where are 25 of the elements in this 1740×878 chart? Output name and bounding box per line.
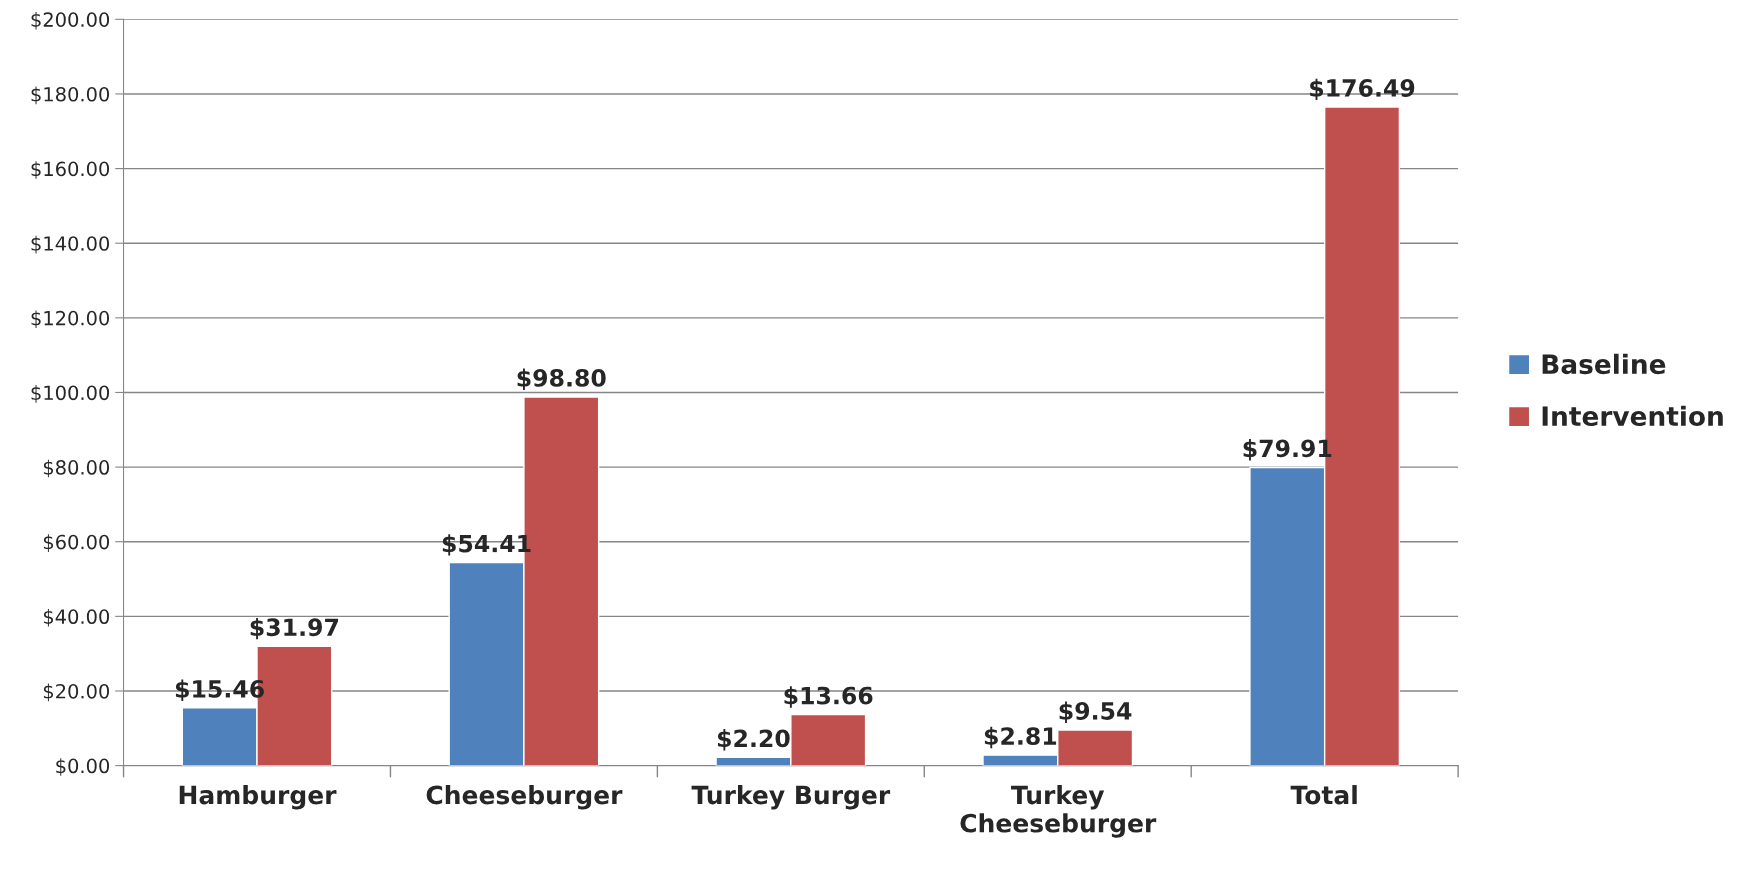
y-tick-label: $100.00 (31, 385, 110, 403)
y-tick-label: $180.00 (31, 86, 110, 105)
x-tick-label: Cheeseburger (426, 785, 623, 810)
y-tick-label: $200.00 (31, 11, 110, 30)
y-tick-label: $20.00 (43, 683, 110, 702)
y-tick-label: $160.00 (31, 161, 110, 179)
data-label: $9.54 (1059, 701, 1132, 724)
x-tick-label: Hamburger (179, 785, 337, 810)
x-tick-label: Total (1290, 785, 1357, 805)
y-tick-label: $120.00 (31, 310, 110, 329)
data-label: $31.97 (250, 617, 339, 640)
y-tick-label: $80.00 (43, 459, 110, 478)
data-label: $2.81 (984, 726, 1057, 749)
y-tick-label: $60.00 (43, 534, 110, 552)
legend-label: Intervention (1542, 405, 1723, 427)
y-tick-label: $0.00 (56, 758, 110, 776)
x-tick-label: Turkey Cheeseburger (960, 785, 1157, 838)
data-label: $13.66 (784, 686, 873, 708)
legend-label: Baseline (1542, 353, 1666, 375)
data-label: $98.80 (517, 368, 606, 390)
y-tick-label: $140.00 (31, 235, 110, 254)
x-tick-label: Turkey Burger (691, 785, 891, 810)
data-label: $2.20 (717, 729, 790, 751)
y-tick-label: $40.00 (43, 608, 110, 627)
data-label: $176.49 (1310, 78, 1415, 101)
